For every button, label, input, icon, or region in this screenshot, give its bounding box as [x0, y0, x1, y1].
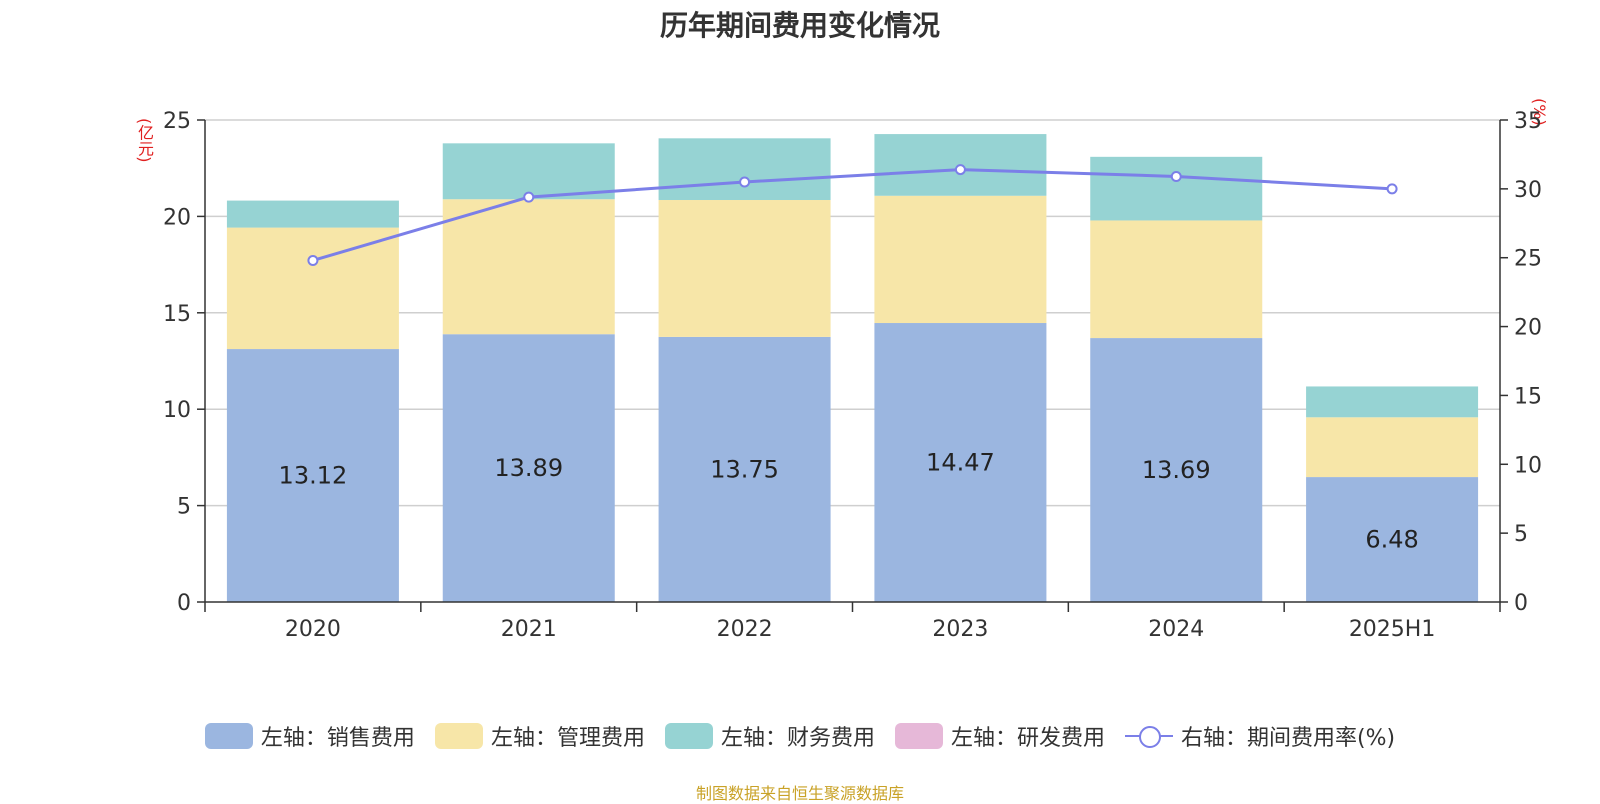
expense-rate-line	[312, 168, 1393, 262]
bar-segment-1	[874, 195, 1047, 324]
bar-value-label: 13.89	[494, 454, 563, 482]
bar-value-label: 13.75	[710, 455, 779, 483]
right-axis-tick-label: 25	[1514, 247, 1542, 272]
left-axis-tick-label: 20	[163, 205, 191, 230]
bar-segment-2	[442, 143, 615, 200]
expense-rate-point	[954, 164, 966, 176]
right-axis-tick-label: 35	[1514, 109, 1542, 134]
right-axis-tick-label: 0	[1514, 591, 1528, 616]
x-axis-tick-label: 2025H1	[1349, 617, 1436, 642]
right-axis-tick-label: 20	[1514, 316, 1542, 341]
bar-segment-0	[1090, 338, 1263, 602]
right-axis-tick-label: 5	[1514, 522, 1528, 547]
bar-value-label: 6.48	[1365, 526, 1418, 554]
x-axis-tick-label: 2020	[285, 617, 341, 642]
expense-rate-point	[1386, 183, 1398, 195]
bar-segment-1	[1090, 220, 1263, 339]
legend-swatch-finance	[664, 723, 713, 749]
bar-segment-0	[658, 336, 831, 602]
legend-item-rd[interactable]: 左轴：研发费用	[894, 720, 1105, 752]
bar-segment-2	[658, 138, 831, 201]
bar-segment-1	[1306, 417, 1479, 478]
bar-segment-1	[658, 200, 831, 337]
left-axis-tick-label: 25	[163, 109, 191, 134]
left-axis-tick-label: 0	[177, 591, 191, 616]
bar-segment-1	[226, 227, 399, 350]
expense-rate-point	[1170, 170, 1182, 182]
bar-segment-2	[226, 200, 399, 228]
source-note: 制图数据来自恒生聚源数据库	[695, 784, 904, 803]
legend-label-sales: 左轴：销售费用	[260, 726, 415, 751]
legend-swatch-admin	[434, 723, 483, 749]
bar-segment-1	[442, 199, 615, 335]
right-axis-tick-label: 15	[1514, 384, 1542, 409]
legend-item-sales[interactable]: 左轴：销售费用	[204, 720, 415, 752]
chart-canvas: 0 5 10 15 20 25 0 5 10 15 20 25 30 35 13.12 2020 13.89 20…	[163, 109, 1542, 642]
right-axis-unit: (%)	[1530, 98, 1549, 126]
legend-label-expense-rate: 右轴：期间费用率(%)	[1180, 726, 1396, 751]
right-axis-tick-label: 30	[1514, 178, 1542, 203]
bar-segment-0	[1306, 477, 1479, 602]
bar-value-label: 14.47	[926, 449, 995, 477]
legend-swatch-rd	[894, 723, 943, 749]
left-axis-tick-label: 15	[163, 302, 191, 327]
left-axis-tick-label: 10	[163, 398, 191, 423]
left-axis-unit: (亿元)	[135, 118, 154, 163]
bar-value-label: 13.69	[1142, 456, 1211, 484]
bar-segment-2	[1306, 386, 1479, 418]
chart-title: 历年期间费用变化情况	[659, 9, 940, 42]
legend-label-rd: 左轴：研发费用	[950, 726, 1105, 751]
right-axis-tick-label: 10	[1514, 453, 1542, 478]
legend-label-admin: 左轴：管理费用	[490, 726, 645, 751]
x-axis-tick-label: 2024	[1148, 617, 1204, 642]
bar-segment-0	[442, 334, 615, 602]
legend-item-finance[interactable]: 左轴：财务费用	[664, 720, 875, 752]
bar-segment-2	[1090, 156, 1263, 221]
x-axis-tick-label: 2021	[501, 617, 557, 642]
expense-rate-point	[307, 254, 319, 266]
legend-item-admin[interactable]: 左轴：管理费用	[434, 720, 645, 752]
bar-value-label: 13.12	[279, 462, 348, 490]
x-axis-tick-label: 2022	[717, 617, 773, 642]
legend-label-finance: 左轴：财务费用	[720, 726, 875, 751]
legend-swatch-sales	[204, 723, 253, 749]
legend: 左轴：销售费用 左轴：管理费用 左轴：财务费用 左轴：研发费用 右轴：期间费用率…	[0, 720, 1600, 752]
expense-rate-point	[523, 191, 535, 203]
expense-rate-point	[739, 176, 751, 188]
x-axis-tick-label: 2023	[932, 617, 988, 642]
legend-swatch-expense-rate	[1124, 723, 1173, 749]
legend-item-expense-rate[interactable]: 右轴：期间费用率(%)	[1124, 720, 1396, 752]
bar-segment-0	[226, 349, 399, 602]
left-axis-tick-label: 5	[177, 495, 191, 520]
bar-segment-0	[874, 323, 1047, 602]
